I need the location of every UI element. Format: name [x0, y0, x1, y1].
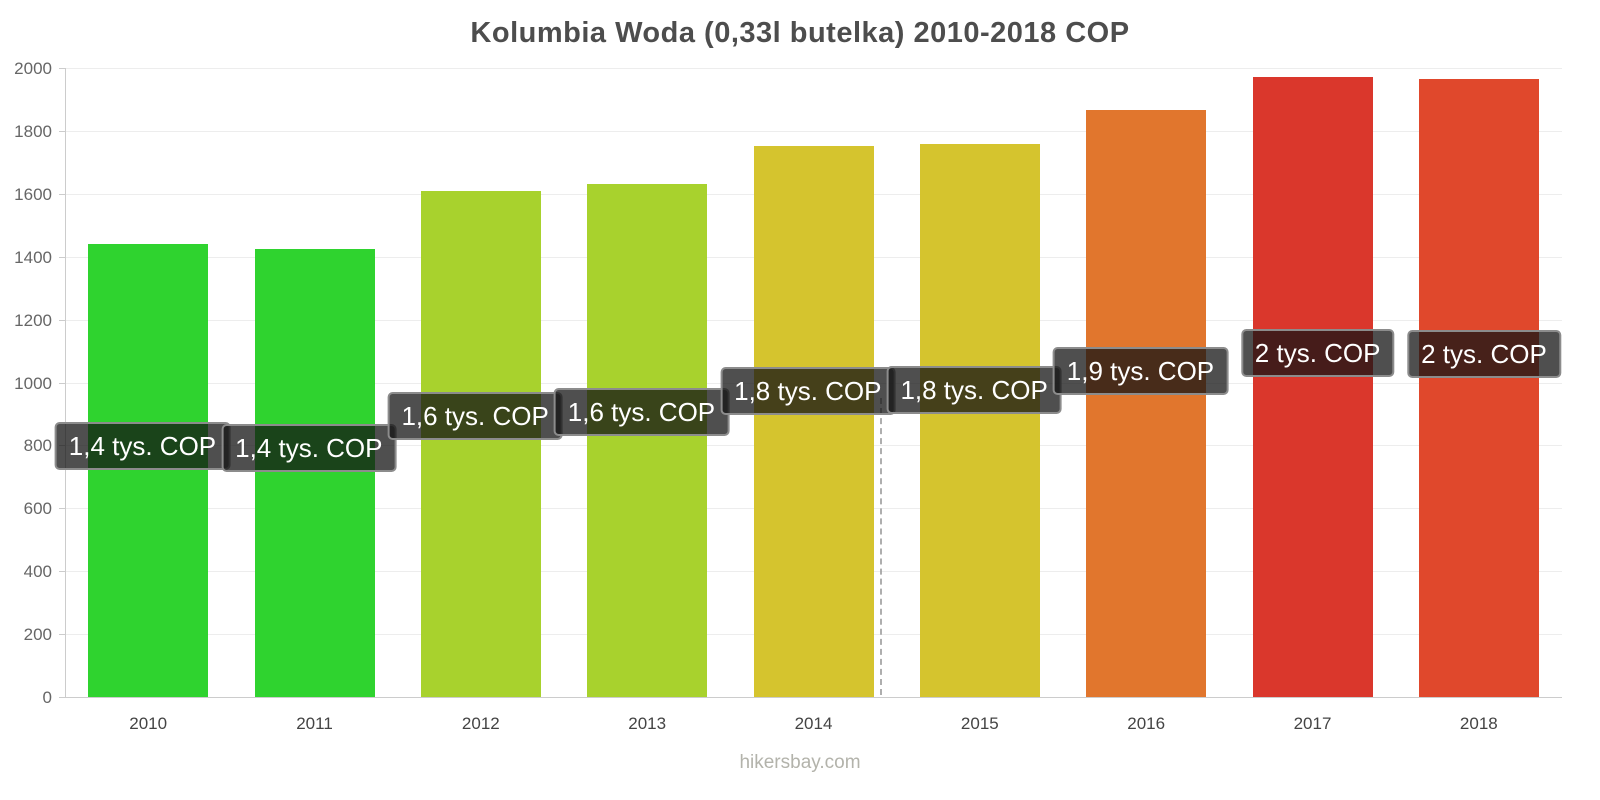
x-tick-label-2011: 2011 — [296, 714, 333, 733]
y-tick-label: 600 — [23, 499, 52, 519]
gridline — [65, 68, 1562, 69]
bar-2017[interactable] — [1252, 76, 1373, 697]
y-tick-mark — [59, 319, 65, 321]
y-tick-label: 1400 — [14, 247, 52, 267]
value-label-2014: 1,8 tys. COP — [720, 367, 896, 416]
value-label-2017: 2 tys. COP — [1240, 328, 1395, 377]
y-tick-mark — [59, 508, 65, 510]
y-tick-label: 800 — [23, 436, 52, 456]
value-label-2018: 2 tys. COP — [1407, 330, 1561, 379]
y-tick-label: 1200 — [14, 310, 52, 330]
y-tick-mark — [59, 256, 65, 258]
bar-2012[interactable] — [420, 190, 541, 697]
chart-title: Kolumbia Woda (0,33l butelka) 2010-2018 … — [470, 17, 1130, 49]
x-tick-label-2015: 2015 — [960, 714, 999, 733]
y-tick-mark — [59, 571, 65, 573]
x-tick-label-2017: 2017 — [1293, 714, 1332, 733]
x-tick-label-2016: 2016 — [1127, 714, 1166, 733]
y-tick-label: 200 — [23, 625, 52, 645]
y-tick-mark — [59, 634, 65, 636]
crosshair-guide — [880, 398, 882, 695]
bar-2013[interactable] — [587, 183, 708, 697]
y-axis-line — [65, 68, 66, 697]
footer-credit-link[interactable]: hikersbay.com — [739, 752, 861, 773]
y-tick-label: 2000 — [14, 59, 52, 78]
y-tick-mark — [59, 697, 65, 698]
y-tick-label: 1800 — [14, 121, 52, 141]
bar-2010[interactable] — [88, 244, 209, 697]
x-axis-line — [65, 697, 1562, 698]
y-tick-mark — [59, 130, 65, 132]
x-tick-label-2014: 2014 — [794, 714, 833, 733]
x-tick-label-2018: 2018 — [1459, 714, 1498, 733]
value-label-2010: 1,4 tys. COP — [54, 421, 231, 470]
y-tick-label: 400 — [23, 562, 52, 582]
x-tick-label-2012: 2012 — [461, 714, 500, 733]
y-tick-label: 1000 — [14, 373, 52, 393]
y-tick-label: 0 — [42, 688, 52, 707]
y-tick-mark — [59, 68, 65, 69]
bar-2011[interactable] — [254, 248, 375, 697]
x-tick-label-2013: 2013 — [628, 714, 667, 733]
value-label-2012: 1,6 tys. COP — [387, 391, 563, 440]
bar-2015[interactable] — [919, 144, 1040, 697]
y-tick-mark — [59, 193, 65, 195]
bar-2016[interactable] — [1086, 110, 1207, 697]
x-tick-label-2010: 2010 — [129, 714, 168, 733]
y-tick-label: 1600 — [14, 184, 52, 204]
gridline — [65, 130, 1562, 132]
bar-2014[interactable] — [753, 145, 874, 697]
y-tick-mark — [59, 382, 65, 384]
value-label-2013: 1,6 tys. COP — [553, 388, 730, 437]
value-label-2011: 1,4 tys. COP — [221, 424, 397, 473]
value-label-2015: 1,8 tys. COP — [886, 366, 1062, 415]
value-label-2016: 1,9 tys. COP — [1052, 347, 1229, 396]
bar-2018[interactable] — [1418, 79, 1539, 697]
